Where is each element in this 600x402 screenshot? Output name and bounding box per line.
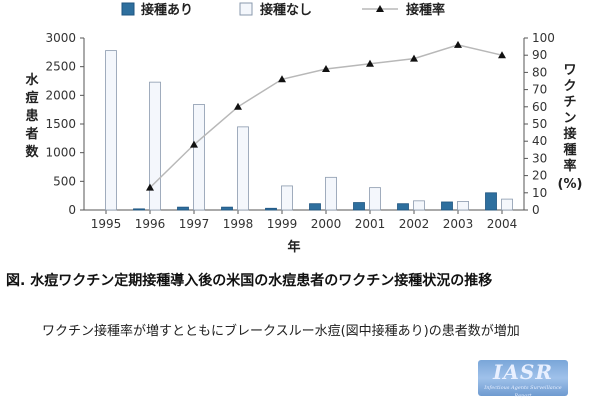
y2-tick-label: 100 <box>532 31 555 45</box>
rate-point <box>278 75 286 83</box>
rate-point <box>190 140 198 148</box>
y2-axis-title-char: チ <box>563 95 576 110</box>
legend-swatch-unvaccinated <box>239 2 253 16</box>
y-axis-title-char: 痘 <box>25 90 38 106</box>
rate-point <box>234 102 242 110</box>
bar-vaccinated <box>177 206 189 211</box>
legend: 接種あり 接種なし 接種率 <box>121 2 445 18</box>
bar-unvaccinated <box>413 200 425 211</box>
rate-line <box>146 40 506 191</box>
y2-tick-label: 0 <box>532 203 540 217</box>
x-tick-label: 1998 <box>223 217 254 231</box>
y-axis-title-char: 数 <box>25 144 39 160</box>
bar-unvaccinated <box>501 198 513 211</box>
bar-unvaccinated <box>105 50 117 211</box>
rate-point <box>454 40 462 48</box>
y-tick-label: 0 <box>68 203 76 217</box>
bar-unvaccinated <box>325 176 337 211</box>
bar-unvaccinated <box>457 200 469 211</box>
y-tick-label: 1500 <box>45 117 76 131</box>
rate-point <box>146 183 154 191</box>
y2-axis-title-char: 率 <box>563 158 576 174</box>
x-tick-label: 1995 <box>91 217 122 231</box>
y2-axis-title-char: 種 <box>563 142 576 158</box>
bar-vaccinated <box>441 201 453 211</box>
rate-point <box>366 59 374 67</box>
legend-label-vaccinated: 接種あり <box>141 2 193 18</box>
legend-label-rate: 接種率 <box>406 2 445 18</box>
rate-point <box>410 54 418 62</box>
y2-tick-label: 40 <box>532 134 547 148</box>
bar-unvaccinated <box>149 81 161 211</box>
x-axis-title: 年 <box>287 239 300 255</box>
bar-unvaccinated <box>369 187 381 211</box>
y2-axis-title-char: 接 <box>563 126 576 142</box>
axes <box>80 37 528 214</box>
iasr-logo: IASR Infectious Agents Surveillance Repo… <box>478 360 568 399</box>
y2-tick-label: 80 <box>532 65 547 79</box>
y2-tick-label: 70 <box>532 83 547 97</box>
iasr-logo-sub: Infectious Agents Surveillance Report <box>484 385 562 399</box>
y-axis-title-char: 患 <box>25 108 38 124</box>
y2-tick-label: 30 <box>532 151 547 165</box>
tick-labels: 0 500 1000 1500 2000 2500 3000 0 10 20 30 40 50 60 70 8… <box>45 31 554 231</box>
iasr-logo-main: IASR <box>493 360 553 384</box>
rate-point <box>498 51 506 59</box>
x-tick-label: 1996 <box>135 217 166 231</box>
y-tick-label: 500 <box>53 174 76 188</box>
bar-unvaccinated <box>281 185 293 211</box>
y2-tick-label: 90 <box>532 48 547 62</box>
bar-vaccinated <box>133 208 145 211</box>
figure-caption: 図. 水痘ワクチン定期接種導入後の米国の水痘患者のワクチン接種状況の推移 <box>6 273 493 289</box>
y-tick-label: 3000 <box>45 31 76 45</box>
bars <box>105 50 513 211</box>
y-axis-title-char: 水 <box>25 72 39 88</box>
bar-unvaccinated <box>193 104 205 211</box>
y-axis-title-char: 者 <box>24 126 38 142</box>
bar-vaccinated <box>309 203 321 211</box>
y2-axis-title-char: ン <box>563 111 576 126</box>
y2-tick-label: 60 <box>532 100 547 114</box>
y2-axis-unit: (%) <box>558 177 583 192</box>
legend-swatch-vaccinated <box>121 2 135 16</box>
x-tick-label: 1999 <box>267 217 298 231</box>
y2-axis-title-char: ク <box>563 79 576 94</box>
bar-vaccinated <box>353 202 365 211</box>
y2-tick-label: 10 <box>532 186 547 200</box>
figure-note: ワクチン接種率が増すとともにブレークスルー水痘(図中接種あり)の患者数が増加 <box>42 324 520 339</box>
y-tick-label: 2000 <box>45 88 76 102</box>
x-tick-label: 2004 <box>487 217 518 231</box>
legend-marker-rate <box>376 5 384 12</box>
y2-tick-label: 50 <box>532 117 547 131</box>
rate-point <box>322 64 330 72</box>
x-tick-label: 2000 <box>311 217 342 231</box>
x-tick-label: 2003 <box>443 217 474 231</box>
bar-vaccinated <box>221 206 233 211</box>
bar-unvaccinated <box>237 126 249 211</box>
x-tick-label: 2001 <box>355 217 386 231</box>
bar-vaccinated <box>397 203 409 211</box>
y-tick-label: 1000 <box>45 146 76 160</box>
bar-vaccinated <box>265 207 277 211</box>
y2-tick-label: 20 <box>532 169 547 183</box>
y2-axis-title-char: ワ <box>563 63 576 78</box>
bar-vaccinated <box>485 192 497 211</box>
y-tick-label: 2500 <box>45 60 76 74</box>
x-tick-label: 2002 <box>399 217 430 231</box>
legend-label-unvaccinated: 接種なし <box>260 2 312 18</box>
x-tick-label: 1997 <box>179 217 210 231</box>
